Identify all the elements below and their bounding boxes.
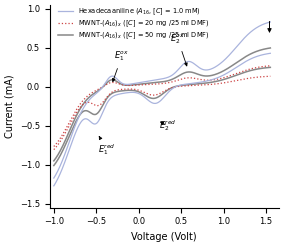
Legend: Hexadecaaniline ($A_{16}$, $[C]$ = 1.0 mM), MWNT-$(A_{16})_x$ ($[C]$ = 20 mg /25: Hexadecaaniline ($A_{16}$, $[C]$ = 1.0 m… <box>55 4 212 44</box>
X-axis label: Voltage (Volt): Voltage (Volt) <box>131 232 197 242</box>
Text: $E_2^{ox}$: $E_2^{ox}$ <box>170 32 187 66</box>
Text: $E_2^{red}$: $E_2^{red}$ <box>159 119 177 133</box>
Y-axis label: Current (mA): Current (mA) <box>4 74 14 138</box>
Text: $E_1^{ox}$: $E_1^{ox}$ <box>112 50 129 81</box>
Text: $E_1^{red}$: $E_1^{red}$ <box>98 137 115 157</box>
